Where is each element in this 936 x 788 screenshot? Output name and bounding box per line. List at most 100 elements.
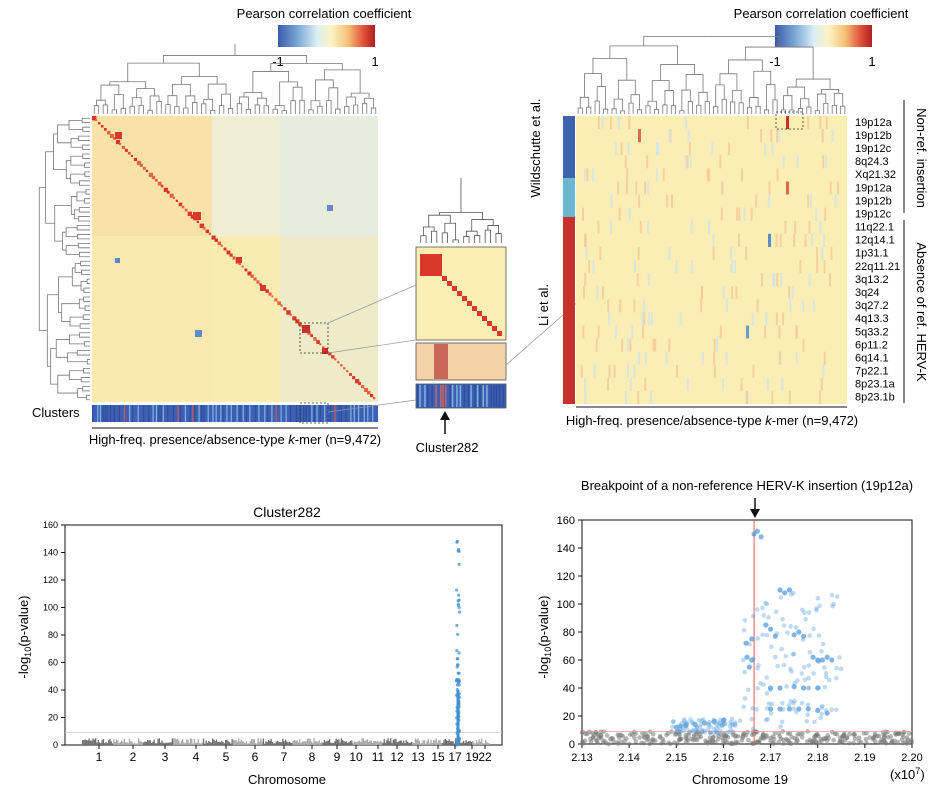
diagonal-cell	[298, 322, 302, 326]
heatmap-cell	[764, 325, 767, 339]
data-point	[733, 733, 739, 739]
heatmap-cell	[771, 390, 774, 404]
data-point	[810, 654, 816, 660]
y-tick-label: 20	[563, 711, 575, 723]
heatmap-cell	[657, 142, 660, 156]
data-point	[814, 732, 820, 738]
dendrogram-branch	[81, 269, 90, 276]
data-point	[744, 654, 750, 660]
heatmap-cell	[755, 194, 758, 208]
data-point	[641, 734, 647, 739]
dendrogram-branch	[441, 232, 448, 243]
data-point	[755, 685, 760, 691]
dendrogram-branch	[239, 96, 249, 110]
dendrogram-branch	[82, 314, 90, 320]
heatmap-cell	[825, 155, 828, 169]
data-point	[812, 719, 817, 725]
dendrogram-branch	[755, 105, 761, 114]
data-point	[421, 742, 423, 745]
data-point	[802, 610, 807, 615]
diagonal-cell	[118, 142, 122, 146]
data-point	[293, 739, 296, 745]
dendrogram-branch	[364, 97, 374, 109]
row-label: 19p12c	[855, 208, 892, 220]
data-point	[803, 616, 808, 622]
heatmap-cell	[824, 207, 827, 221]
diagonal-cell	[295, 319, 300, 324]
data-point	[819, 711, 824, 717]
data-point	[388, 741, 391, 745]
cluster-stripe	[435, 385, 437, 407]
heatmap-cell	[750, 207, 753, 221]
heatmap-cell	[700, 299, 703, 313]
heatmap-cell	[684, 116, 687, 130]
colorbar-min-label: -1	[272, 54, 284, 69]
data-point	[800, 637, 806, 643]
cluster-stripe	[490, 385, 492, 407]
data-point	[678, 723, 684, 729]
heatmap-cell	[821, 129, 824, 143]
data-point	[434, 740, 436, 745]
heatmap-cell	[746, 325, 749, 339]
data-point	[414, 738, 417, 745]
x-tick-label: 7	[281, 750, 288, 764]
dendrogram-branch	[53, 133, 67, 171]
heatmap-cell	[719, 325, 722, 339]
manhattan-ylabel: -log10(p-value)	[16, 596, 33, 679]
diagonal-cell	[148, 172, 153, 177]
heatmap-cell	[728, 142, 731, 156]
heatmap-cell	[688, 142, 691, 156]
diagonal-cell	[280, 304, 283, 307]
dendrogram-branch	[766, 84, 776, 110]
data-point	[746, 664, 752, 670]
cluster-stripe	[200, 405, 203, 422]
data-point	[314, 740, 316, 745]
data-point	[139, 740, 141, 745]
dendrogram-branch	[687, 101, 693, 114]
heatmap-cell	[595, 338, 598, 352]
diagonal-cell	[169, 193, 174, 198]
diagonal-cell	[109, 133, 115, 139]
dendrogram-branch	[84, 341, 90, 347]
cluster-stripe	[160, 405, 162, 422]
heatmap-cell	[609, 116, 612, 130]
dendrogram-branch	[814, 110, 820, 114]
data-point	[872, 731, 878, 737]
data-point	[254, 743, 257, 745]
x-tick-label: 2.20	[901, 752, 922, 764]
heatmap-cell	[725, 351, 728, 365]
heatmap-cell	[812, 299, 815, 313]
data-point	[806, 685, 812, 691]
cluster-stripe	[463, 385, 466, 407]
data-point	[382, 742, 384, 745]
heatmap-cell	[793, 233, 796, 247]
data-point	[826, 677, 832, 683]
dendrogram-branch	[83, 368, 90, 374]
data-point	[764, 632, 770, 638]
x-tick-label: 2.19	[854, 752, 875, 764]
right-row-labels: 19p12a19p12b19p12c8q24.3Xq21.3219p12a19p…	[855, 117, 900, 404]
heatmap-cell	[736, 207, 739, 221]
data-point	[261, 741, 263, 745]
data-point	[764, 706, 770, 711]
heatmap-cell	[597, 116, 600, 130]
data-point	[127, 742, 129, 745]
data-point	[473, 742, 475, 745]
data-point	[767, 685, 774, 691]
dendrogram-branch	[77, 216, 90, 222]
heatmap-cell	[668, 246, 671, 260]
data-point	[815, 657, 821, 663]
dendrogram-branch	[221, 93, 231, 109]
data-point	[295, 740, 297, 745]
dendrogram-branch	[172, 83, 191, 96]
heatmap-cell	[666, 194, 669, 208]
dendrogram-branch	[764, 109, 770, 114]
data-point	[796, 629, 802, 635]
data-point	[446, 740, 448, 745]
dendrogram-branch	[353, 104, 359, 114]
heatmap-cell	[776, 168, 779, 182]
data-point	[800, 633, 807, 639]
data-point	[717, 728, 723, 733]
data-point	[456, 690, 460, 745]
